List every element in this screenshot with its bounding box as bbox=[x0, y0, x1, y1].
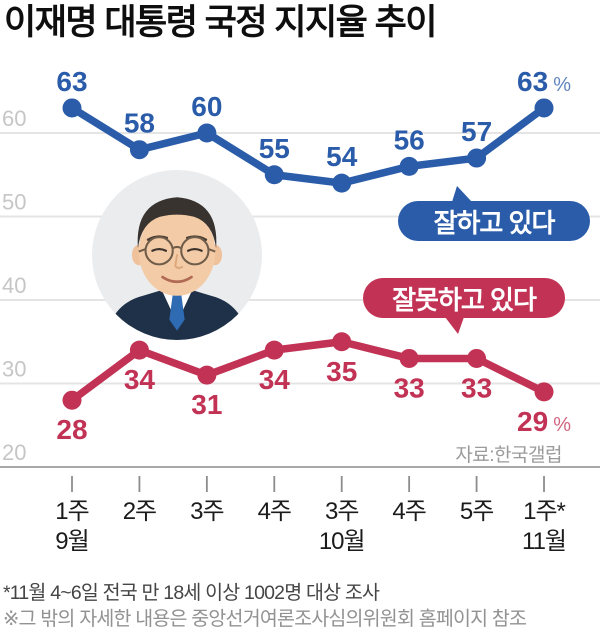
x-label-week: 3주 bbox=[190, 498, 223, 525]
data-point bbox=[332, 332, 352, 352]
value-label: 63% bbox=[517, 66, 571, 97]
legend-bubble-approve: 잘하고 있다 bbox=[398, 186, 590, 241]
x-label-week: 2주 bbox=[123, 498, 156, 525]
data-point bbox=[129, 340, 149, 360]
president-portrait bbox=[92, 170, 262, 340]
y-tick-label-40: 40 bbox=[2, 273, 26, 298]
y-tick-label-50: 50 bbox=[2, 190, 26, 215]
portrait-eyes bbox=[151, 247, 203, 252]
portrait-face bbox=[138, 207, 216, 296]
data-point bbox=[467, 348, 487, 368]
portrait-nose bbox=[174, 254, 184, 269]
data-point bbox=[399, 156, 419, 176]
series-line-1 bbox=[68, 338, 548, 404]
x-label-week: 4주 bbox=[392, 498, 425, 525]
y-tick-label-20: 20 bbox=[2, 440, 26, 465]
value-label: 28 bbox=[56, 414, 87, 445]
value-label: 31 bbox=[191, 389, 222, 420]
value-label: 33 bbox=[394, 372, 425, 403]
data-point bbox=[534, 382, 554, 402]
value-label: 34 bbox=[259, 364, 291, 395]
value-label: 60 bbox=[191, 91, 222, 122]
data-point bbox=[62, 390, 82, 410]
x-label-week: 1주 bbox=[55, 498, 88, 525]
y-tick-label-60: 60 bbox=[2, 106, 26, 131]
value-label: 55 bbox=[259, 133, 290, 164]
legend-approve-label: 잘하고 있다 bbox=[433, 207, 556, 238]
portrait-tie bbox=[169, 294, 185, 331]
value-label: 58 bbox=[124, 108, 155, 139]
unit-label: % bbox=[553, 414, 571, 436]
data-point bbox=[467, 148, 487, 168]
value-label: 34 bbox=[124, 364, 156, 395]
data-point bbox=[264, 340, 284, 360]
data-point bbox=[129, 140, 149, 160]
value-label: 63 bbox=[56, 66, 87, 97]
data-point bbox=[264, 165, 284, 185]
series-line-0 bbox=[68, 104, 548, 187]
data-point bbox=[332, 173, 352, 193]
x-label-week: 4주 bbox=[258, 498, 291, 525]
x-label-month: 10월 bbox=[319, 528, 365, 555]
data-point bbox=[197, 365, 217, 385]
value-label: 33 bbox=[461, 372, 492, 403]
x-label-week: 5주 bbox=[460, 498, 493, 525]
x-label-week: 1주* bbox=[523, 498, 565, 525]
value-label: 35 bbox=[326, 356, 357, 387]
portrait-hair bbox=[137, 197, 217, 249]
value-label: 54 bbox=[326, 141, 358, 172]
bubble-tail-down bbox=[445, 317, 464, 334]
portrait-glasses bbox=[138, 236, 216, 266]
value-label: 57 bbox=[461, 116, 492, 147]
page-title: 이재명 대통령 국정 지지율 추이 bbox=[4, 3, 438, 42]
legend-disapprove-label: 잘못하고 있다 bbox=[392, 284, 537, 315]
footnote-survey-info: *11월 4~6일 전국 만 18세 이상 1002명 대상 조사 bbox=[3, 582, 380, 604]
y-tick-label-30: 30 bbox=[2, 357, 26, 382]
data-point bbox=[399, 348, 419, 368]
unit-label: % bbox=[553, 74, 571, 96]
bubble-tail-up bbox=[452, 186, 472, 202]
data-point bbox=[62, 98, 82, 118]
value-label: 56 bbox=[394, 124, 425, 155]
footnote-reference: ※그 밖의 자세한 내용은 중앙선거여론조사심의위원회 홈페이지 참조 bbox=[3, 608, 527, 630]
legend-bubble-disapprove: 잘못하고 있다 bbox=[363, 278, 565, 334]
president-portrait-image bbox=[92, 170, 262, 340]
source-credit: 자료:한국갤럽 bbox=[455, 444, 562, 466]
x-label-month: 9월 bbox=[55, 528, 88, 555]
data-point bbox=[534, 98, 554, 118]
portrait-mouth bbox=[161, 275, 193, 284]
x-label-month: 11월 bbox=[522, 528, 566, 555]
x-label-week: 3주 bbox=[325, 498, 358, 525]
data-point bbox=[197, 123, 217, 143]
value-label: 29% bbox=[517, 406, 571, 437]
